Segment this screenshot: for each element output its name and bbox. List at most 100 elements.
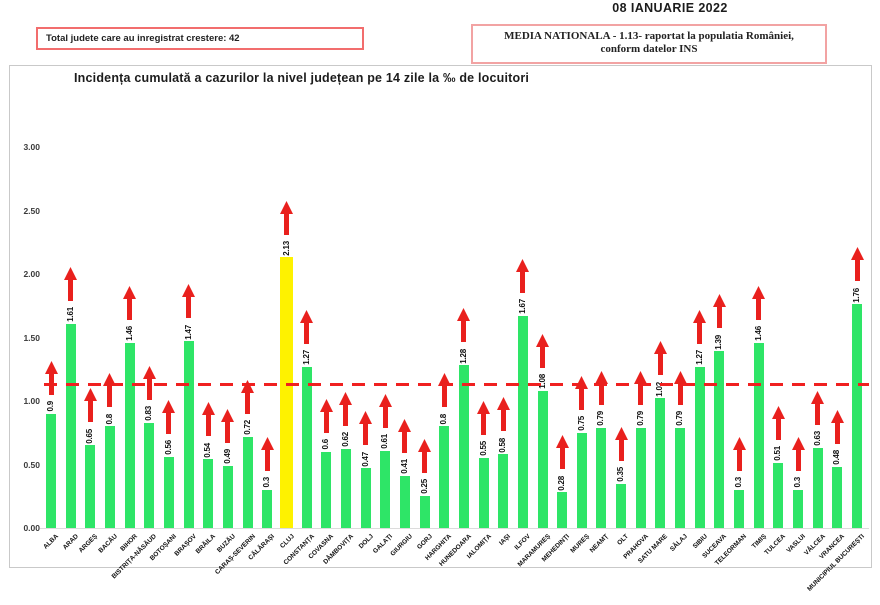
bar-value-label: 1.08: [537, 374, 547, 389]
bar-s-laj: [675, 427, 686, 528]
bar-value-label: 0.8: [439, 413, 449, 425]
x-axis-line: [40, 528, 869, 529]
national-average-line1: MEDIA NATIONALA - 1.13- raportat la popu…: [504, 30, 794, 42]
y-tick-label: 0.00: [23, 523, 40, 533]
bar-br-ila: [203, 459, 214, 528]
bar-value-label: 1.46: [124, 325, 134, 341]
increase-arrow-icon: [64, 266, 78, 301]
bar-vrancea: [832, 467, 843, 528]
national-average-line2: conform datelor INS: [600, 42, 698, 55]
bar-value-label: 0.49: [222, 449, 232, 464]
bar-v-lcea: [812, 447, 823, 528]
increase-arrow-icon: [83, 388, 97, 423]
bar-value-label: 0.47: [360, 451, 370, 467]
bar-value-label: 1.27: [301, 349, 311, 365]
bar-value-label: 0.65: [85, 428, 95, 444]
bar-bihor: [124, 342, 135, 528]
increase-arrow-icon: [142, 365, 156, 400]
bar-bistri-a-n-s-ud: [144, 422, 155, 528]
bar-c-l-ra-i: [262, 489, 273, 528]
bar-buz-u: [222, 465, 233, 528]
bar-value-label: 0.8: [104, 413, 114, 425]
increase-arrow-icon: [850, 247, 864, 282]
bar-value-label: 0.79: [596, 410, 606, 426]
increase-arrow-icon: [771, 406, 785, 441]
bar-teleorman: [734, 489, 745, 528]
increase-arrow-icon: [712, 294, 726, 329]
increase-arrow-icon: [516, 258, 530, 293]
bar-value-label: 1.46: [753, 325, 763, 341]
bar-value-label: 0.54: [203, 442, 213, 458]
increase-arrow-icon: [811, 391, 825, 425]
bar-value-label: 2.13: [281, 240, 291, 256]
increase-arrow-icon: [280, 200, 294, 235]
bar-hunedoara: [458, 365, 469, 528]
bar-neam-: [596, 427, 607, 528]
bar-value-label: 1.76: [852, 287, 862, 303]
bar-boto-ani: [163, 456, 174, 528]
bar-value-label: 0.3: [262, 477, 272, 488]
bar-giurgiu: [399, 475, 410, 528]
increase-arrow-icon: [378, 393, 392, 428]
national-average-line: [44, 383, 869, 386]
increase-arrow-icon: [791, 436, 805, 471]
bar-value-label: 0.9: [46, 401, 55, 412]
increase-arrow-icon: [634, 370, 648, 405]
bar-municipiul-bucure-ti: [852, 304, 863, 528]
bar-dolj: [360, 468, 371, 528]
bar-tulcea: [773, 463, 784, 528]
bar-value-label: 0.56: [163, 440, 173, 455]
national-average-box: MEDIA NATIONALA - 1.13- raportat la popu…: [471, 24, 827, 64]
bar-value-label: 0.35: [616, 466, 626, 482]
increase-arrow-icon: [555, 435, 569, 470]
bar-mehedin-i: [557, 492, 568, 528]
bar-maramure-: [537, 390, 548, 528]
y-tick-label: 2.50: [23, 205, 40, 216]
growth-counties-label: Total judete care au inregistrat crester…: [46, 33, 240, 44]
increase-arrow-icon: [536, 333, 549, 368]
bar-value-label: 0.25: [419, 479, 429, 495]
increase-arrow-icon: [418, 439, 432, 474]
bar-value-label: 1.61: [65, 306, 75, 322]
bar-alba: [46, 413, 56, 528]
increase-arrow-icon: [575, 375, 589, 410]
bar-timi-: [753, 342, 764, 528]
bar-value-label: 0.28: [557, 475, 567, 491]
chart-title: Incidența cumulată a cazurilor la nivel …: [74, 71, 530, 85]
bar-ia-i: [498, 454, 509, 528]
increase-arrow-icon: [221, 408, 235, 443]
increase-arrow-icon: [123, 285, 137, 320]
y-tick-label: 3.00: [23, 142, 40, 152]
growth-counties-box: Total judete care au inregistrat crester…: [36, 27, 364, 50]
bar-bac-u: [104, 426, 115, 528]
bar-value-label: 0.41: [399, 459, 409, 474]
increase-arrow-icon: [614, 426, 628, 461]
bar-value-label: 1.27: [694, 349, 704, 365]
bar-value-label: 0.79: [675, 410, 685, 426]
increase-arrow-icon: [732, 436, 746, 471]
bar-covasna: [321, 451, 332, 528]
bar-mure-: [576, 432, 587, 528]
increase-arrow-icon: [673, 370, 687, 405]
increase-arrow-icon: [182, 284, 196, 319]
bar-d-mbovi-a: [340, 449, 351, 528]
y-tick-label: 1.50: [23, 332, 40, 343]
bar-value-label: 0.3: [793, 477, 803, 488]
bar-value-label: 1.47: [183, 324, 193, 340]
bar-value-label: 1.28: [458, 348, 468, 364]
increase-arrow-icon: [319, 398, 333, 433]
y-tick-label: 1.00: [23, 396, 40, 406]
bar-value-label: 0.83: [144, 405, 154, 421]
increase-arrow-icon: [496, 397, 510, 432]
bar-value-label: 0.61: [380, 433, 390, 449]
bar-gala-i: [380, 450, 391, 528]
bar-olt: [616, 483, 627, 528]
bar-value-label: 0.3: [734, 477, 744, 488]
bar-value-label: 1.67: [517, 299, 527, 314]
bar-cluj: [280, 257, 294, 528]
bar-value-label: 0.55: [478, 441, 488, 457]
bar-cara-severin: [242, 436, 253, 528]
increase-arrow-icon: [162, 399, 176, 434]
increase-arrow-icon: [477, 401, 491, 436]
